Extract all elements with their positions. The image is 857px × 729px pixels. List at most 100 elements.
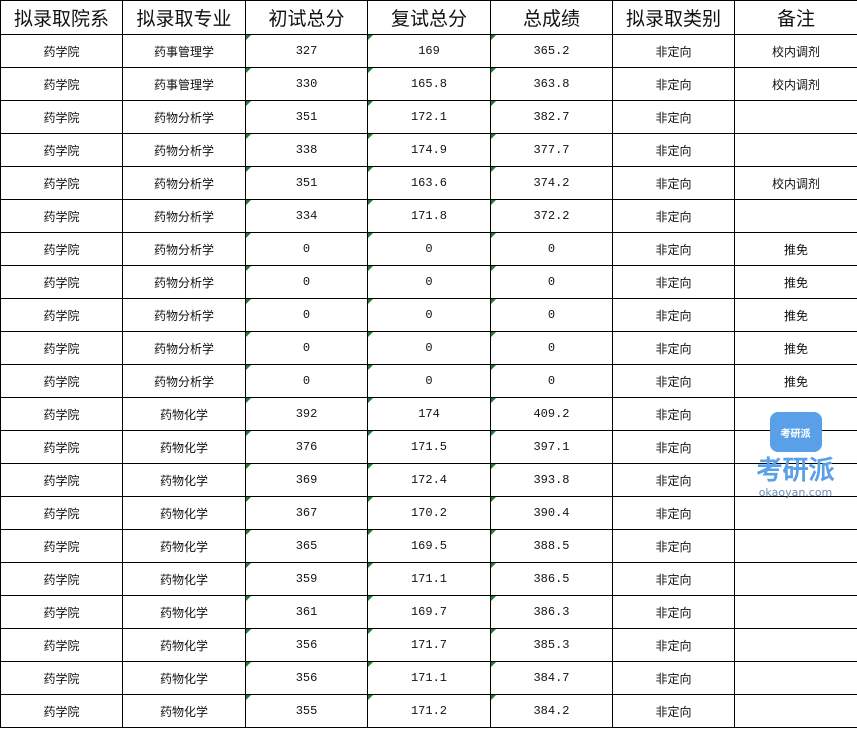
cell-category: 非定向 bbox=[612, 628, 735, 662]
cell-remark bbox=[734, 133, 857, 167]
cell-major: 药物分析学 bbox=[122, 265, 246, 299]
cell-category: 非定向 bbox=[612, 694, 735, 728]
cell-department: 药学院 bbox=[0, 364, 123, 398]
cell-prelim-score: 365 bbox=[245, 529, 368, 563]
cell-prelim-score: 0 bbox=[245, 364, 368, 398]
cell-remark bbox=[734, 628, 857, 662]
cell-major: 药物分析学 bbox=[122, 199, 246, 233]
cell-prelim-score: 359 bbox=[245, 562, 368, 596]
cell-category: 非定向 bbox=[612, 232, 735, 266]
cell-retest-score: 172.4 bbox=[367, 463, 491, 497]
cell-retest-score: 0 bbox=[367, 265, 491, 299]
cell-total-score: 397.1 bbox=[490, 430, 613, 464]
cell-total-score: 377.7 bbox=[490, 133, 613, 167]
cell-remark: 校内调剂 bbox=[734, 34, 857, 68]
cell-retest-score: 0 bbox=[367, 364, 491, 398]
header-total-score: 总成绩 bbox=[490, 0, 613, 35]
cell-major: 药物分析学 bbox=[122, 298, 246, 332]
cell-retest-score: 171.8 bbox=[367, 199, 491, 233]
cell-remark: 推免 bbox=[734, 331, 857, 365]
cell-department: 药学院 bbox=[0, 265, 123, 299]
cell-retest-score: 171.1 bbox=[367, 661, 491, 695]
cell-total-score: 0 bbox=[490, 265, 613, 299]
cell-department: 药学院 bbox=[0, 298, 123, 332]
table-row: 药学院 药物化学 356 171.1 384.7 非定向 bbox=[0, 661, 857, 695]
cell-remark: 推免 bbox=[734, 232, 857, 266]
table-row: 药学院 药物分析学 0 0 0 非定向 推免 bbox=[0, 265, 857, 299]
table-row: 药学院 药物分析学 338 174.9 377.7 非定向 bbox=[0, 133, 857, 167]
cell-total-score: 0 bbox=[490, 298, 613, 332]
cell-department: 药学院 bbox=[0, 67, 123, 101]
cell-category: 非定向 bbox=[612, 397, 735, 431]
cell-department: 药学院 bbox=[0, 595, 123, 629]
cell-total-score: 382.7 bbox=[490, 100, 613, 134]
cell-major: 药物化学 bbox=[122, 694, 246, 728]
cell-retest-score: 165.8 bbox=[367, 67, 491, 101]
cell-department: 药学院 bbox=[0, 397, 123, 431]
cell-department: 药学院 bbox=[0, 661, 123, 695]
cell-prelim-score: 0 bbox=[245, 265, 368, 299]
cell-department: 药学院 bbox=[0, 694, 123, 728]
cell-major: 药物化学 bbox=[122, 562, 246, 596]
cell-category: 非定向 bbox=[612, 463, 735, 497]
cell-major: 药物分析学 bbox=[122, 364, 246, 398]
header-prelim-score: 初试总分 bbox=[245, 0, 368, 35]
cell-total-score: 384.7 bbox=[490, 661, 613, 695]
cell-retest-score: 174.9 bbox=[367, 133, 491, 167]
cell-remark bbox=[734, 694, 857, 728]
cell-retest-score: 172.1 bbox=[367, 100, 491, 134]
cell-remark bbox=[734, 199, 857, 233]
cell-retest-score: 0 bbox=[367, 232, 491, 266]
cell-prelim-score: 356 bbox=[245, 628, 368, 662]
table-row: 药学院 药物分析学 0 0 0 非定向 推免 bbox=[0, 364, 857, 398]
cell-major: 药物化学 bbox=[122, 529, 246, 563]
cell-major: 药物化学 bbox=[122, 463, 246, 497]
cell-remark: 校内调剂 bbox=[734, 67, 857, 101]
cell-retest-score: 0 bbox=[367, 298, 491, 332]
table-row: 药学院 药物分析学 351 163.6 374.2 非定向 校内调剂 bbox=[0, 166, 857, 200]
table-row: 药学院 药物化学 361 169.7 386.3 非定向 bbox=[0, 595, 857, 629]
cell-prelim-score: 392 bbox=[245, 397, 368, 431]
cell-retest-score: 170.2 bbox=[367, 496, 491, 530]
table-row: 药学院 药物化学 359 171.1 386.5 非定向 bbox=[0, 562, 857, 596]
table-row: 药学院 药物分析学 0 0 0 非定向 推免 bbox=[0, 298, 857, 332]
header-remark: 备注 bbox=[734, 0, 857, 35]
cell-total-score: 365.2 bbox=[490, 34, 613, 68]
cell-category: 非定向 bbox=[612, 430, 735, 464]
cell-remark: 推免 bbox=[734, 364, 857, 398]
cell-total-score: 0 bbox=[490, 232, 613, 266]
cell-remark bbox=[734, 661, 857, 695]
cell-total-score: 388.5 bbox=[490, 529, 613, 563]
cell-prelim-score: 376 bbox=[245, 430, 368, 464]
cell-retest-score: 171.2 bbox=[367, 694, 491, 728]
cell-major: 药物化学 bbox=[122, 496, 246, 530]
cell-category: 非定向 bbox=[612, 364, 735, 398]
cell-major: 药物分析学 bbox=[122, 232, 246, 266]
cell-major: 药物化学 bbox=[122, 430, 246, 464]
table-row: 药学院 药物化学 356 171.7 385.3 非定向 bbox=[0, 628, 857, 662]
table-row: 药学院 药物分析学 334 171.8 372.2 非定向 bbox=[0, 199, 857, 233]
cell-total-score: 384.2 bbox=[490, 694, 613, 728]
cell-retest-score: 169.7 bbox=[367, 595, 491, 629]
cell-remark: 推免 bbox=[734, 265, 857, 299]
header-major: 拟录取专业 bbox=[122, 0, 246, 35]
cell-retest-score: 0 bbox=[367, 331, 491, 365]
cell-total-score: 374.2 bbox=[490, 166, 613, 200]
table-row: 药学院 药物化学 365 169.5 388.5 非定向 bbox=[0, 529, 857, 563]
cell-prelim-score: 355 bbox=[245, 694, 368, 728]
cell-remark bbox=[734, 529, 857, 563]
cell-remark bbox=[734, 430, 857, 464]
cell-category: 非定向 bbox=[612, 496, 735, 530]
cell-department: 药学院 bbox=[0, 100, 123, 134]
header-department: 拟录取院系 bbox=[0, 0, 123, 35]
cell-major: 药物化学 bbox=[122, 628, 246, 662]
cell-prelim-score: 327 bbox=[245, 34, 368, 68]
cell-major: 药事管理学 bbox=[122, 67, 246, 101]
cell-retest-score: 174 bbox=[367, 397, 491, 431]
cell-total-score: 372.2 bbox=[490, 199, 613, 233]
cell-category: 非定向 bbox=[612, 199, 735, 233]
cell-department: 药学院 bbox=[0, 199, 123, 233]
cell-prelim-score: 361 bbox=[245, 595, 368, 629]
cell-total-score: 390.4 bbox=[490, 496, 613, 530]
